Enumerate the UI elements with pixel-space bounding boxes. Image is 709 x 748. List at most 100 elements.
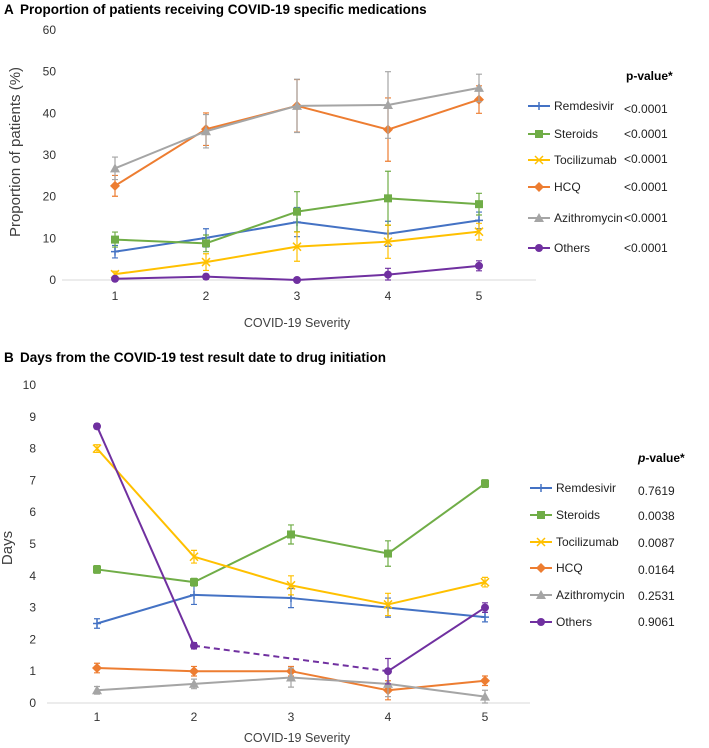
panel-b-y-tick-label: 10 xyxy=(23,378,37,392)
panel-b-y-tick-label: 5 xyxy=(29,537,36,551)
panel-a-series-remdesivir-line xyxy=(114,236,207,253)
panel-a-series-tocilizumab-line xyxy=(205,245,298,264)
panel-b-legend-label: Remdesivir xyxy=(556,481,616,495)
panel-b-series-remdesivir-point xyxy=(481,613,489,622)
panel-b-series-tocilizumab-line xyxy=(290,584,389,606)
panel-b-series-steroids-point xyxy=(481,479,489,488)
panel-a-series-azithromycin-point xyxy=(201,126,211,136)
panel-a-series-tocilizumab-line xyxy=(114,261,207,276)
panel-a-y-tick-label: 40 xyxy=(43,106,57,120)
panel-b-p-value-header: p-value* xyxy=(637,451,685,465)
panel-a-y-tick-label: 60 xyxy=(43,23,57,37)
panel-a-series-azithromycin-line xyxy=(296,104,389,107)
panel-a-series-remdesivir-point xyxy=(111,247,119,256)
panel-b-series-others-dashed-line xyxy=(193,644,389,673)
panel-a-series-remdesivir-line xyxy=(205,221,298,239)
panel-a-legend-marker xyxy=(535,130,543,138)
panel-a-series-tocilizumab-line xyxy=(296,240,389,248)
panel-b-y-tick-label: 1 xyxy=(29,664,36,678)
panel-a-series-others-point xyxy=(202,272,210,281)
panel-b-legend-label: Others xyxy=(556,615,592,629)
panel-b-legend-marker xyxy=(536,563,546,573)
panel-b-y-tick-label: 7 xyxy=(29,473,36,487)
panel-b-x-tick-label: 4 xyxy=(385,710,392,724)
panel-b-y-axis-label: Days xyxy=(0,531,16,565)
panel-a-y-tick-label: 50 xyxy=(43,65,57,79)
panel-b-legend-marker xyxy=(537,484,545,492)
panel-a-y-tick-label: 20 xyxy=(43,190,57,204)
panel-a-series-steroids-point xyxy=(202,239,210,248)
panel-a-y-axis-label: Proportion of patients (%) xyxy=(7,67,24,237)
panel-a-p-value: <0.0001 xyxy=(624,211,668,225)
panel-a-title: Proportion of patients receiving COVID-1… xyxy=(20,2,427,17)
panel-a-series-others-line xyxy=(387,264,480,276)
panel-b-series-tocilizumab-point xyxy=(480,577,490,587)
panel-a-series-hcq-line xyxy=(387,98,480,131)
panel-a-legend-marker xyxy=(534,182,544,192)
panel-b-series-tocilizumab-point xyxy=(286,580,296,590)
panel-b-series-azithromycin-line xyxy=(193,676,292,685)
panel-b-series-azithromycin-point xyxy=(92,685,102,695)
panel-b-series-remdesivir-line xyxy=(290,597,389,609)
panel-b-x-tick-label: 1 xyxy=(94,710,101,724)
panel-a-series-others-point xyxy=(384,270,392,279)
panel-b-series-azithromycin-line xyxy=(387,682,486,698)
panel-a-series-remdesivir-line xyxy=(296,221,389,235)
panel-b-p-value: 0.0164 xyxy=(638,563,675,577)
panel-a-legend-marker xyxy=(535,244,543,252)
panel-b-y-tick-label: 9 xyxy=(29,410,36,424)
panel-a-x-axis-label: COVID-19 Severity xyxy=(244,316,351,330)
panel-b-series-steroids-line xyxy=(96,568,195,584)
panel-a-y-tick-label: 0 xyxy=(49,273,56,287)
panel-b-legend-label: Tocilizumab xyxy=(556,535,619,549)
panel-b-p-value-header-italic: p xyxy=(637,451,645,465)
panel-a-p-value-header: p-value* xyxy=(626,69,673,83)
panel-a-series-steroids-point xyxy=(384,194,392,203)
panel-b-series-tocilizumab-line xyxy=(96,447,195,558)
panel-a-p-value: <0.0001 xyxy=(624,241,668,255)
panel-a-series-steroids-line xyxy=(114,238,207,245)
panel-a-series-others-line xyxy=(296,273,389,281)
panel-a-series-steroids-point xyxy=(475,200,483,209)
panel-b-p-value-header-rest: -value* xyxy=(645,451,685,465)
panel-a-plot: 0 10 20 30 40 50 60 1 2 3 4 5 Remdesivir <0.0001 Stero… xyxy=(43,23,673,303)
panel-b-plot: 0 1 2 3 4 5 6 7 8 9 10 1 2 3 4 5 Remdesivir 0.7619 Steroid… xyxy=(23,378,685,724)
panel-a-series-azithromycin-point xyxy=(292,100,302,110)
panel-b-series-steroids-point xyxy=(93,565,101,574)
panel-b-series-hcq-point xyxy=(92,663,102,674)
panel-a-series-steroids-point xyxy=(293,207,301,216)
panel-a-legend-label: Others xyxy=(554,241,590,255)
panel-b-series-steroids-point xyxy=(287,530,295,539)
panel-b-series-others-line xyxy=(387,606,486,673)
panel-b-series-remdesivir-line xyxy=(387,606,486,619)
panel-b-x-tick-label: 3 xyxy=(288,710,295,724)
panel-b-series-remdesivir-line xyxy=(193,593,292,600)
panel-b-p-value: 0.0038 xyxy=(638,509,675,523)
panel-a-series-azithromycin-point xyxy=(110,163,120,173)
panel-b-series-azithromycin-point xyxy=(480,691,490,701)
panel-b-series-azithromycin-line xyxy=(290,676,389,685)
panel-b-series-tocilizumab-line xyxy=(193,555,292,587)
panel-a-series-others-point xyxy=(475,261,483,270)
panel-a-series-tocilizumab-point xyxy=(474,227,484,237)
panel-a-y-tick-label: 10 xyxy=(43,231,57,245)
panel-a-series-steroids-point xyxy=(111,235,119,244)
panel-b-x-tick-label: 2 xyxy=(191,710,198,724)
panel-a-series-tocilizumab-point xyxy=(383,237,393,247)
panel-a-legend-label: HCQ xyxy=(554,180,581,194)
panel-a-series-tocilizumab-line xyxy=(387,230,480,243)
panel-b-p-value: 0.9061 xyxy=(638,615,675,629)
panel-b-y-tick-label: 8 xyxy=(29,442,36,456)
panel-b-y-tick-label: 6 xyxy=(29,505,36,519)
panel-a-series-remdesivir-line xyxy=(387,219,480,235)
panel-b-series-others-line xyxy=(96,425,195,647)
panel-a-series-azithromycin-line xyxy=(387,86,480,106)
panel-b-series-hcq-line xyxy=(96,667,195,673)
panel-b-series-remdesivir-point xyxy=(93,619,101,628)
panel-a-series-tocilizumab-point xyxy=(292,242,302,252)
panel-a-series-others-line xyxy=(205,275,298,281)
panel-a-legend-label: Azithromycin xyxy=(554,211,623,225)
panel-b-series-hcq-line xyxy=(387,679,486,692)
panel-b-y-tick-label: 3 xyxy=(29,601,36,615)
panel-a-legend-label: Steroids xyxy=(554,127,598,141)
